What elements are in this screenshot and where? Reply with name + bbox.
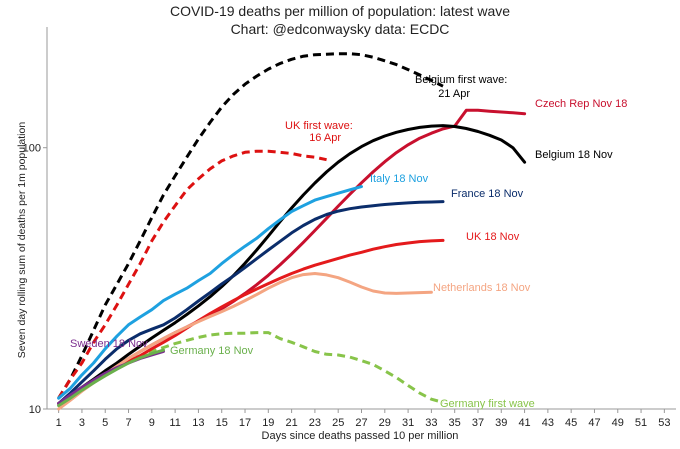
x-tick-label: 5 (102, 417, 108, 429)
series-line-italy-18-nov (57, 185, 363, 400)
series-label: France 18 Nov (451, 188, 524, 200)
series-lines (57, 52, 527, 411)
series-line-uk-first-wave-16-apr (57, 149, 327, 399)
x-tick-label: 29 (379, 417, 391, 429)
series-label: Sweden 18 Nov (70, 338, 148, 350)
x-tick-label: 31 (402, 417, 414, 429)
series-label: Czech Rep Nov 18 (535, 98, 627, 110)
series-line-belgium-18-nov (57, 124, 527, 405)
x-tick-label: 19 (262, 417, 274, 429)
x-tick-label: 41 (518, 417, 530, 429)
x-tick-label: 37 (472, 417, 484, 429)
series-label: UK 18 Nov (466, 231, 520, 243)
series-label: Italy 18 Nov (370, 173, 429, 185)
x-tick-label: 7 (125, 417, 131, 429)
x-tick-label: 21 (285, 417, 297, 429)
series-label: Belgium 18 Nov (535, 149, 613, 161)
chart-title: COVID-19 deaths per million of populatio… (169, 3, 511, 19)
x-tick-label: 33 (425, 417, 437, 429)
series-line-germany-18-nov (57, 348, 165, 408)
x-tick-label: 17 (239, 417, 251, 429)
x-tick-label: 45 (565, 417, 577, 429)
x-tick-label: 13 (192, 417, 204, 429)
series-label: Germany first wave (440, 398, 535, 410)
x-tick-label: 3 (79, 417, 85, 429)
y-tick-label: 10 (29, 404, 41, 416)
series-label: UK first wave: (285, 120, 353, 132)
x-tick-label: 43 (542, 417, 554, 429)
series-line-belgium-first-wave-21-apr (57, 52, 444, 399)
series-labels: Belgium first wave: 21 Apr UK first wave:1… (70, 74, 627, 410)
series-line-germany-first-wave (57, 331, 444, 405)
x-tick-label: 49 (612, 417, 624, 429)
x-tick-label: 39 (495, 417, 507, 429)
x-tick-label: 11 (169, 417, 180, 429)
series-label: 21 Apr (438, 88, 470, 100)
axes: 1 3 5 7 9 11 13 15 17 19 21 23 25 27 29 31 33 35 37 39 41 43 4… (23, 27, 676, 429)
x-tick-label: 25 (332, 417, 344, 429)
x-tick-label: 47 (588, 417, 600, 429)
x-tick-label: 15 (216, 417, 228, 429)
x-tick-label: 1 (56, 417, 62, 429)
x-tick-label: 23 (309, 417, 321, 429)
x-tick-label: 53 (658, 417, 670, 429)
chart-subtitle: Chart: @edconwaysky data: ECDC (230, 21, 450, 37)
series-label: 16 Apr (309, 132, 341, 144)
x-tick-label: 35 (449, 417, 461, 429)
x-axis-title: Days since deaths passed 10 per million (261, 430, 459, 442)
series-label: Belgium first wave: (415, 74, 507, 86)
series-label: Netherlands 18 Nov (433, 282, 531, 294)
y-axis-title: Seven day rolling sum of deaths per 1m p… (16, 121, 28, 359)
series-line-netherlands-18-nov (57, 272, 433, 411)
x-tick-label: 51 (635, 417, 647, 429)
x-tick-label: 27 (355, 417, 367, 429)
series-line-france-18-nov (57, 200, 445, 405)
series-label: Germany 18 Nov (170, 345, 254, 357)
y-tick-label: 100 (23, 143, 41, 155)
x-tick-label: 9 (149, 417, 155, 429)
chart-header: COVID-19 deaths per million of populatio… (0, 2, 680, 38)
